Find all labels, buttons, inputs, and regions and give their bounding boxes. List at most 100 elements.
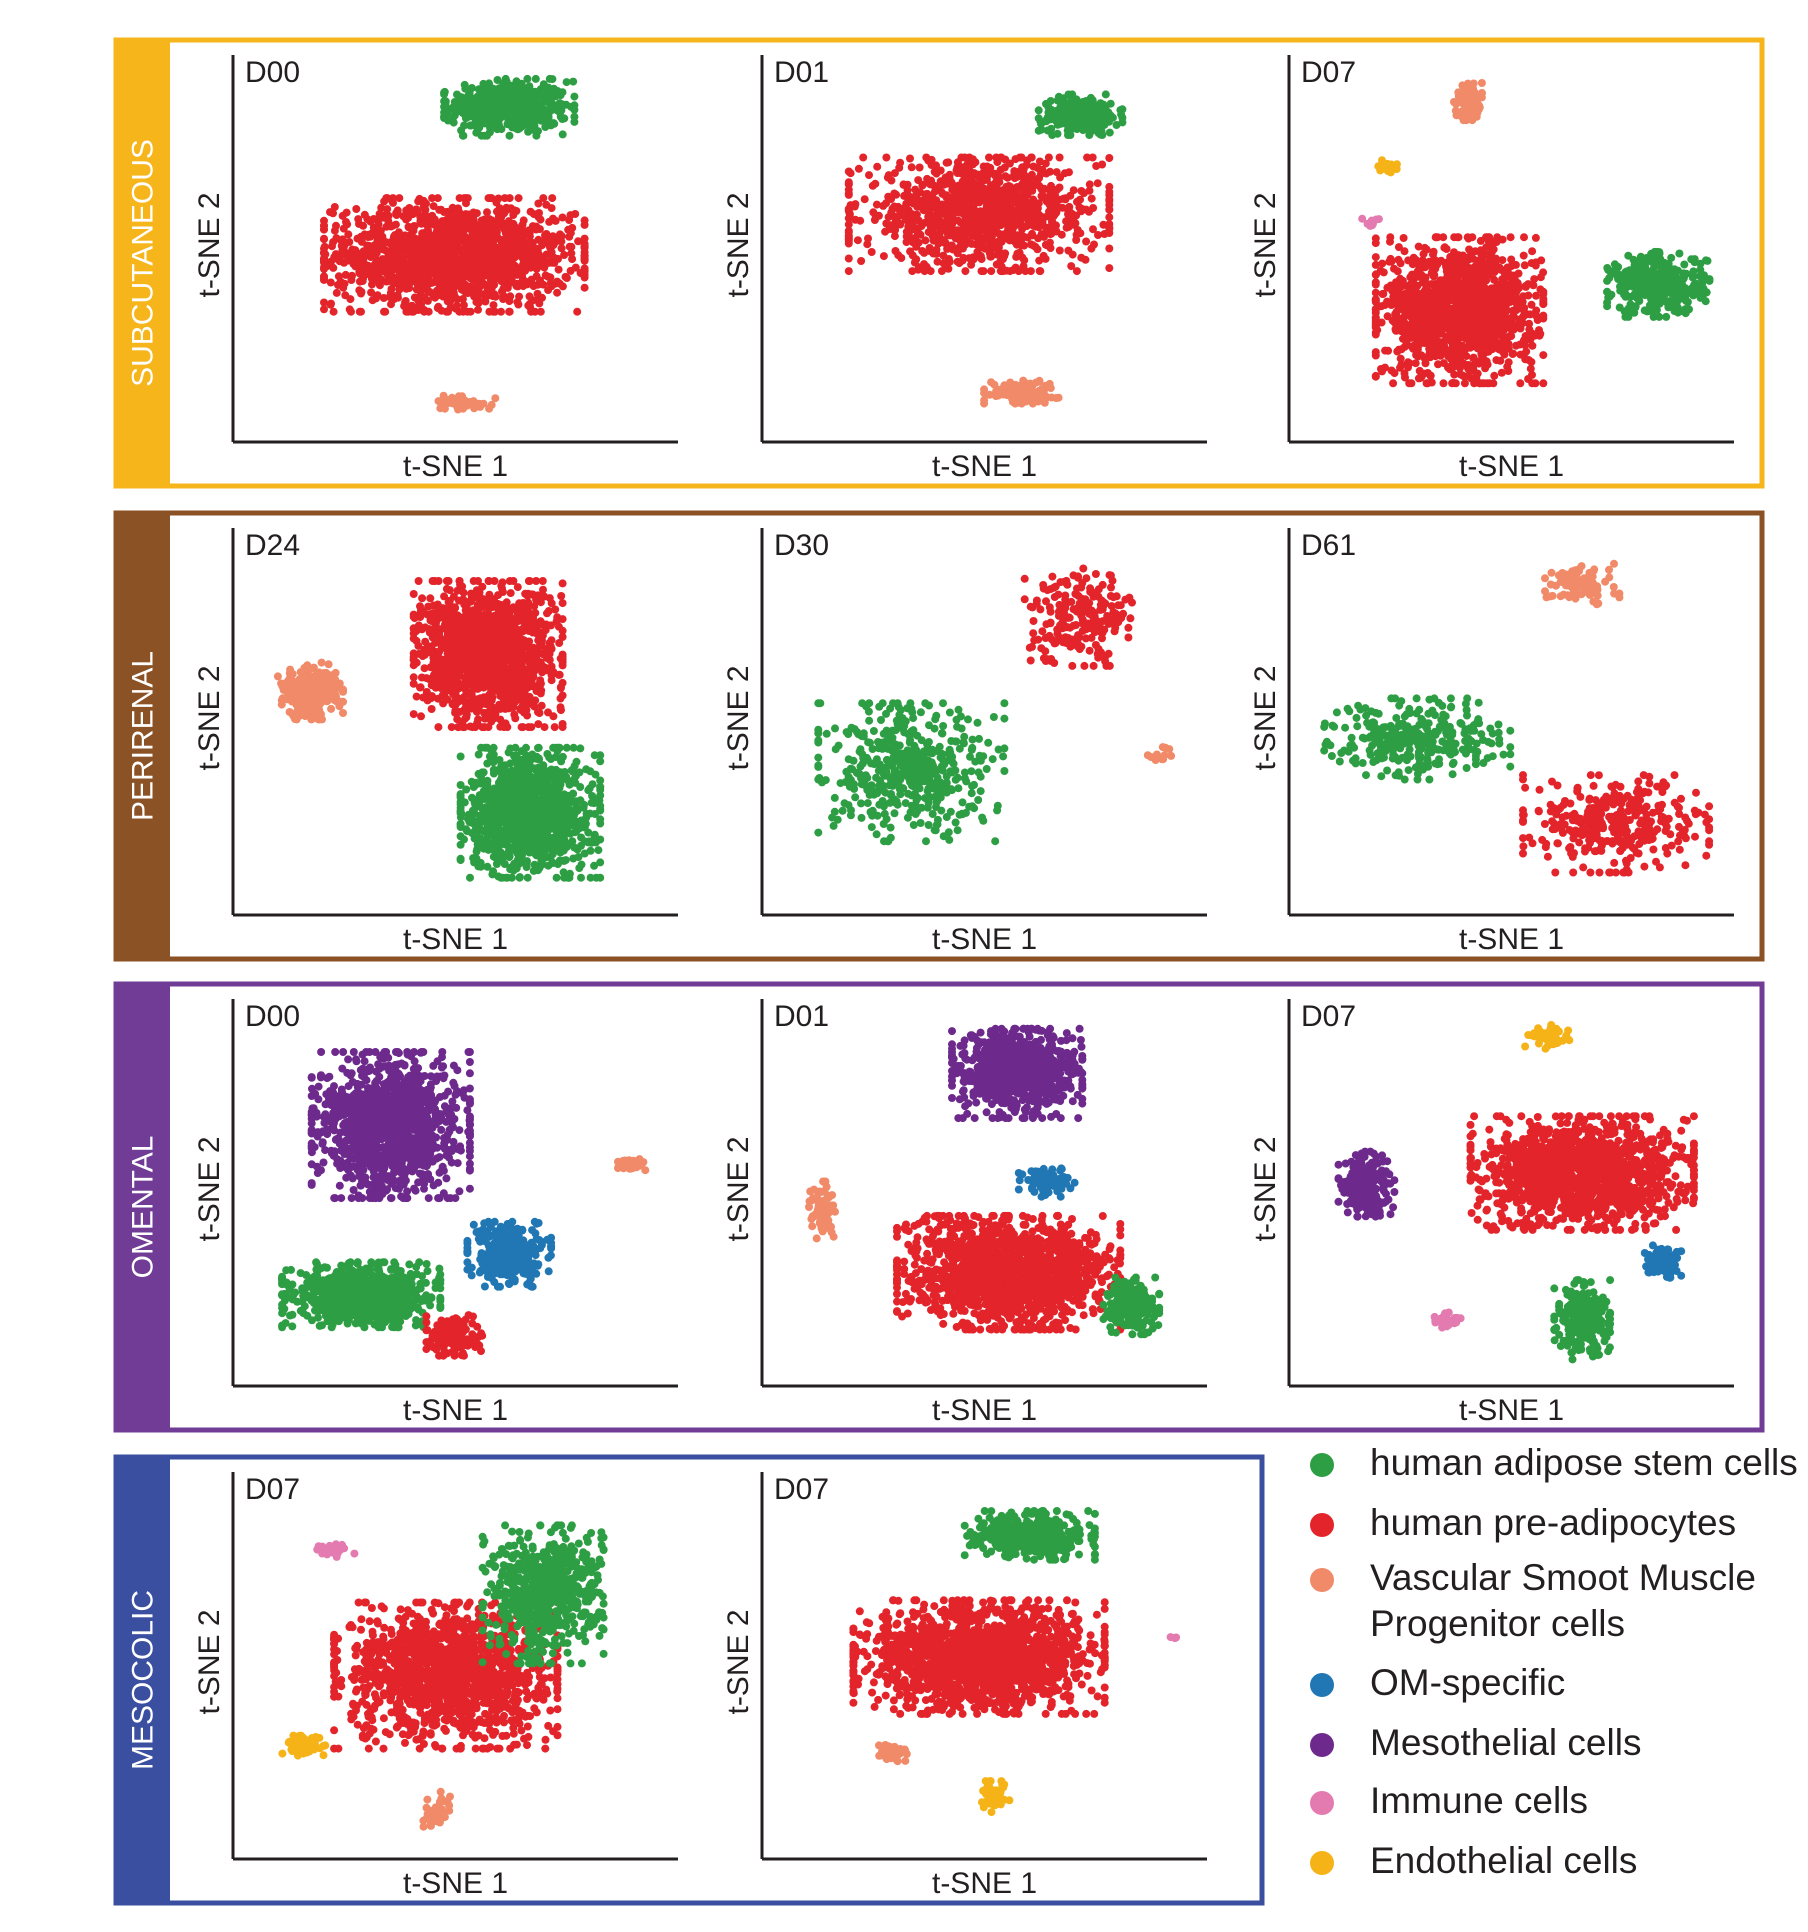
data-point (1696, 259, 1705, 268)
data-point (514, 194, 523, 203)
data-point (1377, 365, 1385, 373)
data-point (1485, 379, 1494, 388)
data-point (477, 226, 485, 234)
data-point (1399, 334, 1407, 343)
data-point (494, 220, 503, 229)
data-point (556, 91, 565, 100)
data-point (1393, 267, 1402, 276)
data-point (1014, 231, 1023, 240)
data-point (1001, 200, 1010, 209)
data-point (885, 221, 894, 230)
data-point (474, 124, 483, 132)
data-point (1641, 263, 1650, 272)
data-point (1702, 288, 1711, 297)
data-point (998, 385, 1007, 393)
data-point (527, 96, 536, 104)
data-point (422, 236, 431, 245)
data-point (384, 211, 393, 220)
data-point (1655, 299, 1664, 308)
data-point (522, 262, 531, 271)
data-point (1384, 346, 1393, 355)
data-point (403, 283, 412, 292)
data-point (525, 292, 534, 301)
data-point (1041, 159, 1050, 168)
data-point (580, 283, 589, 292)
data-point (554, 265, 563, 274)
data-point (413, 274, 422, 283)
data-point (347, 307, 355, 316)
data-point (541, 231, 549, 240)
data-point (1037, 125, 1046, 134)
data-point (352, 205, 361, 213)
data-point (1093, 179, 1102, 188)
data-point (900, 191, 909, 200)
data-point (1399, 234, 1408, 242)
data-point (943, 179, 952, 188)
data-point (547, 282, 556, 291)
data-point (975, 236, 984, 245)
data-point (1014, 267, 1023, 276)
y-axis-label: t-SNE 2 (1249, 192, 1282, 297)
data-point (1615, 303, 1624, 312)
data-point (1640, 306, 1649, 315)
data-point (854, 164, 863, 173)
data-point (477, 131, 486, 140)
data-point (1105, 205, 1114, 214)
data-point (1531, 233, 1540, 242)
data-point (378, 255, 387, 264)
data-point (897, 254, 906, 262)
data-point (526, 207, 535, 216)
data-point (562, 274, 571, 282)
data-point (1053, 129, 1062, 138)
data-point (435, 205, 444, 214)
data-point (546, 107, 555, 116)
data-point (996, 165, 1005, 174)
data-point (532, 131, 541, 140)
data-point (1705, 275, 1714, 284)
data-point (910, 258, 919, 267)
data-point (521, 93, 529, 102)
data-point (457, 93, 466, 102)
data-point (557, 244, 566, 253)
data-point (1087, 244, 1096, 253)
data-point (986, 163, 995, 172)
data-point (548, 75, 557, 84)
data-point (360, 210, 369, 219)
data-point (475, 271, 484, 280)
data-point (548, 194, 557, 203)
data-point (1650, 261, 1659, 269)
data-point (1626, 267, 1635, 276)
data-point (1034, 210, 1043, 219)
data-point (484, 284, 493, 293)
data-point (1666, 279, 1675, 288)
data-point (480, 247, 489, 256)
data-point (513, 95, 522, 104)
panel-title: D00 (245, 56, 300, 89)
data-point (1397, 360, 1406, 369)
data-point (510, 123, 519, 132)
data-point (498, 287, 506, 296)
data-point (985, 153, 993, 162)
data-point (320, 298, 328, 307)
data-point (1082, 97, 1090, 105)
data-point (938, 189, 947, 198)
data-point (1434, 360, 1442, 369)
data-point (1015, 248, 1024, 257)
data-point (1100, 119, 1109, 128)
data-point (1415, 340, 1423, 349)
data-point (1496, 356, 1505, 365)
data-point (860, 195, 869, 204)
data-point (980, 399, 989, 408)
data-point (505, 194, 514, 203)
data-point (910, 196, 919, 205)
data-point (329, 263, 338, 272)
data-point (920, 248, 929, 257)
data-point (542, 200, 551, 209)
data-point (1531, 379, 1540, 388)
panel-title: D01 (774, 56, 829, 89)
data-point (1519, 251, 1528, 260)
data-point (553, 288, 562, 297)
data-point (518, 253, 527, 262)
data-point (1105, 188, 1114, 196)
